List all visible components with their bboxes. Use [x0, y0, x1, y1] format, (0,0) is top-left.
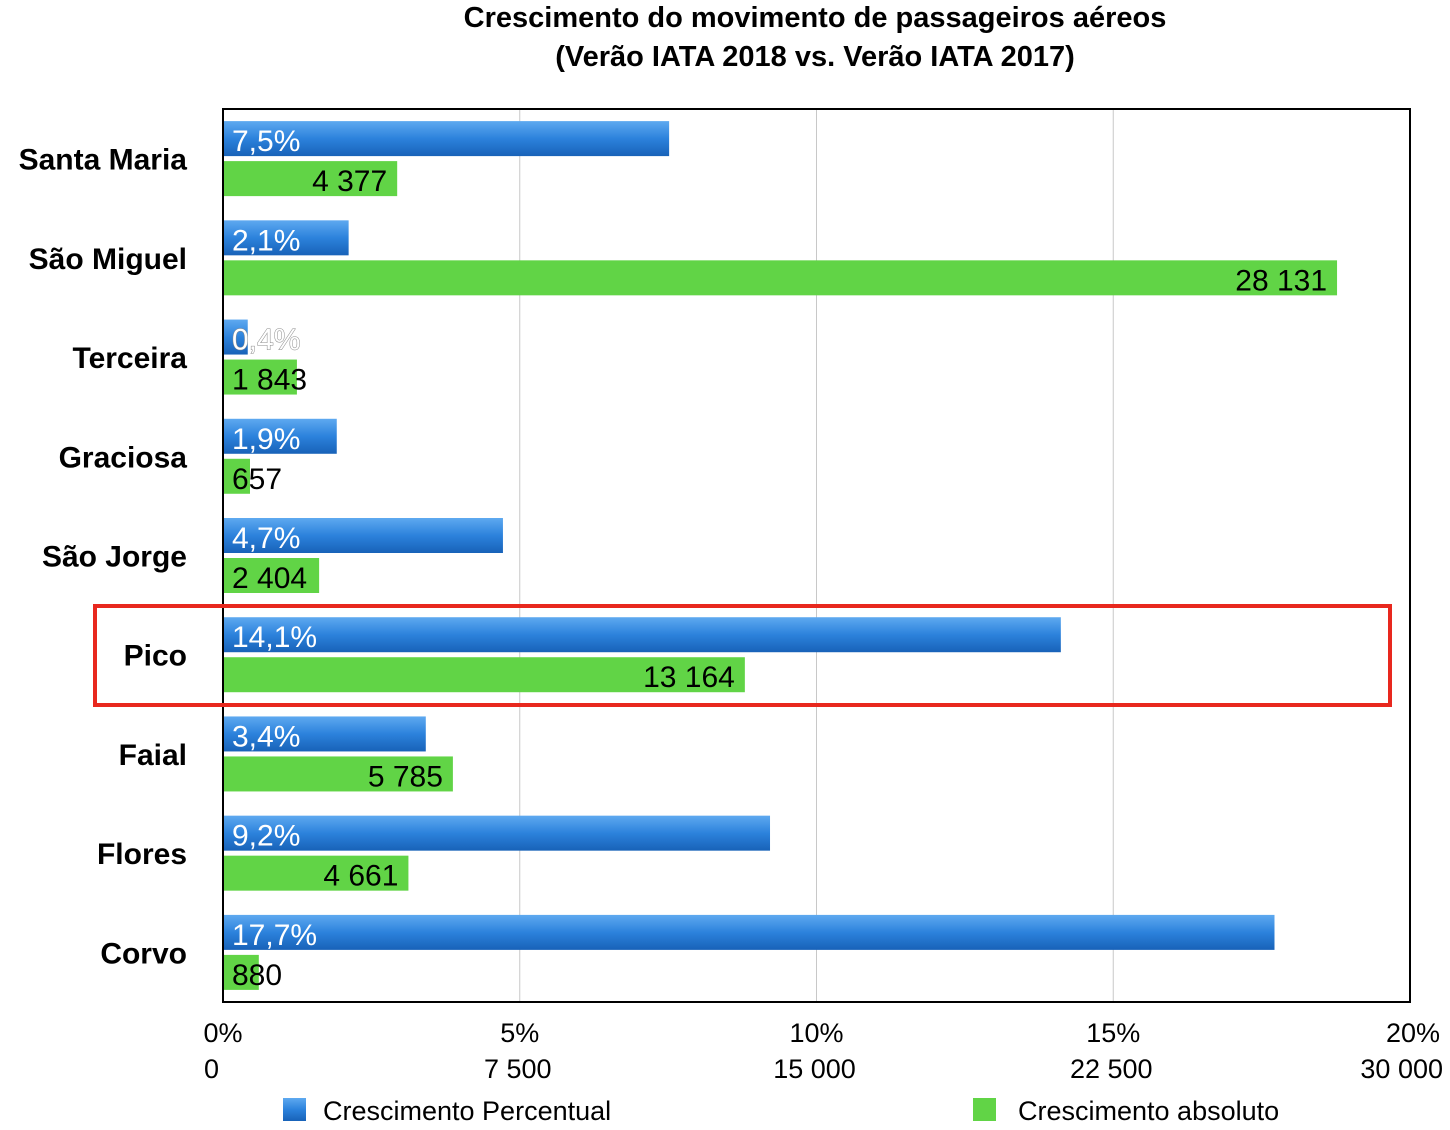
- category-label: Pico: [124, 640, 187, 673]
- bar-absoluto: [224, 954, 259, 990]
- legend-label-absoluto: Crescimento absoluto: [1018, 1096, 1279, 1126]
- highlight-box-pico: [93, 604, 1392, 707]
- data-label-absoluto: 880: [232, 959, 282, 992]
- chart-title-line1: Crescimento do movimento de passageiros …: [464, 2, 1167, 34]
- bar-percentual: [224, 319, 248, 355]
- tick-label-absolute: 15 000: [773, 1054, 856, 1084]
- data-label-absoluto: 28 131: [1235, 264, 1327, 297]
- tick-label-percent: 15%: [1086, 1018, 1140, 1048]
- category-label: Corvo: [100, 937, 187, 970]
- grid: [519, 109, 1114, 1002]
- axis-ticks: 0% 5% 10% 15% 20% 0 7 500 15 000 22 500 30 000: [203, 1018, 1443, 1084]
- tick-label-percent: 20%: [1386, 1018, 1440, 1048]
- bars: 7,5% 4 377 2,1% 28 131 0,4% 1 843 1,9% 657 4,7% 2…: [224, 121, 1338, 992]
- bar-percentual: [224, 716, 426, 752]
- data-label-percentual: 1,9%: [232, 423, 300, 456]
- data-label-percentual: 7,5%: [232, 125, 300, 158]
- legend-swatch-absoluto: [973, 1098, 996, 1121]
- data-label-absoluto: 2 404: [232, 562, 307, 595]
- category-label: Faial: [119, 739, 187, 772]
- category-label: São Miguel: [29, 243, 187, 276]
- data-label-absoluto: 657: [232, 463, 282, 496]
- category-label: Flores: [97, 838, 187, 871]
- bar-percentual: [224, 518, 503, 553]
- bar-absoluto: [224, 260, 1338, 296]
- chart-title-line2: (Verão IATA 2018 vs. Verão IATA 2017): [555, 41, 1075, 73]
- data-label-percentual: 0,4%: [232, 324, 300, 357]
- plot-area-frame: [222, 108, 1411, 1003]
- data-label-absoluto: 4 377: [312, 165, 387, 198]
- category-label: Terceira: [72, 342, 187, 375]
- legend: Crescimento Percentual Crescimento absol…: [283, 1096, 1279, 1126]
- data-label-percentual: 17,7%: [232, 919, 317, 952]
- bar-absoluto: [224, 359, 297, 395]
- bar-absoluto: [224, 855, 409, 891]
- bar-percentual: [224, 914, 1275, 950]
- category-label: São Jorge: [42, 541, 187, 574]
- bar-percentual: [224, 617, 1061, 653]
- tick-label-absolute: 30 000: [1360, 1054, 1443, 1084]
- bar-percentual: [224, 121, 670, 157]
- tick-label-percent: 10%: [789, 1018, 843, 1048]
- data-label-absoluto: 5 785: [368, 760, 443, 793]
- tick-label-percent: 5%: [500, 1018, 539, 1048]
- data-label-percentual: 2,1%: [232, 224, 300, 257]
- tick-label-absolute: 0: [204, 1054, 219, 1084]
- data-label-percentual: 4,7%: [232, 522, 300, 555]
- bar-absoluto: [224, 657, 745, 693]
- category-label: Graciosa: [59, 441, 188, 474]
- tick-label-percent: 0%: [203, 1018, 242, 1048]
- data-label-percentual: 14,1%: [232, 621, 317, 654]
- legend-swatch-percentual: [283, 1098, 306, 1121]
- bar-absoluto: [224, 558, 320, 593]
- bar-percentual: [224, 220, 349, 256]
- category-label: Santa Maria: [19, 144, 188, 177]
- bar-absoluto: [224, 161, 398, 197]
- tick-label-absolute: 22 500: [1070, 1054, 1153, 1084]
- data-label-absoluto: 13 164: [643, 661, 735, 694]
- bar-absoluto: [224, 458, 250, 494]
- bar-percentual: [224, 815, 771, 851]
- bar-percentual: [224, 418, 337, 454]
- tick-label-absolute: 7 500: [484, 1054, 552, 1084]
- category-labels: Santa Maria São Miguel Terceira Graciosa São…: [19, 144, 188, 971]
- legend-label-percentual: Crescimento Percentual: [323, 1096, 611, 1126]
- data-label-percentual: 9,2%: [232, 820, 300, 853]
- data-label-absoluto: 1 843: [232, 364, 307, 397]
- data-label-absoluto: 4 661: [323, 860, 398, 893]
- data-label-percentual: 3,4%: [232, 720, 300, 753]
- bar-absoluto: [224, 756, 453, 792]
